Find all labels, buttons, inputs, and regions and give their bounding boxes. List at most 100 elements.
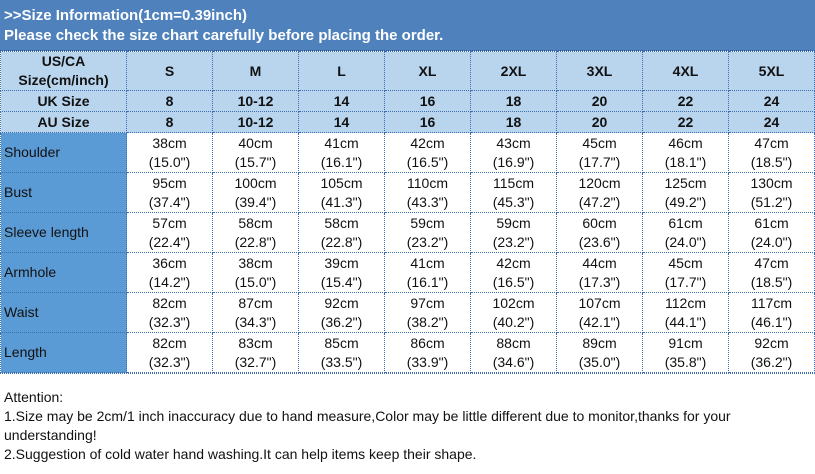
size-label: 5XL xyxy=(758,62,785,79)
us-ca-size-label: US/CA Size(cm/inch) xyxy=(0,51,127,91)
label-text: Armhole xyxy=(4,264,57,280)
inch-value: (49.2") xyxy=(664,193,707,210)
inch-value: (23.6") xyxy=(578,233,621,250)
au-size-cell: 18 xyxy=(470,111,557,133)
attention-notes: Attention: 1.Size may be 2cm/1 inch inac… xyxy=(0,373,815,474)
inch-value: (40.2") xyxy=(492,313,535,330)
size-header-cell: L xyxy=(298,51,385,91)
measurement-label: Sleeve length xyxy=(0,212,127,253)
size-value: 18 xyxy=(505,92,522,109)
size-value: 20 xyxy=(591,92,608,109)
cm-value: 95cm xyxy=(152,174,187,191)
measurement-cell: 58cm (22.8") xyxy=(298,212,385,253)
cm-value: 100cm xyxy=(234,174,277,191)
size-value: 20 xyxy=(591,113,608,130)
au-size-cell: 16 xyxy=(384,111,471,133)
inch-value: (18.5") xyxy=(750,153,793,170)
measurement-cell: 83cm (32.7") xyxy=(212,332,299,373)
inch-value: (15.0") xyxy=(148,153,191,170)
inch-value: (39.4") xyxy=(234,193,277,210)
cm-value: 42cm xyxy=(496,254,531,271)
inch-value: (16.9") xyxy=(492,153,535,170)
label-text: Length xyxy=(4,344,47,360)
size-header-cell: S xyxy=(126,51,213,91)
measurement-label: Length xyxy=(0,332,127,373)
au-size-cell: 14 xyxy=(298,111,385,133)
cm-value: 110cm xyxy=(407,174,448,191)
inch-value: (43.3") xyxy=(406,193,449,210)
measurement-cell: 102cm (40.2") xyxy=(470,292,557,333)
size-header-cell: M xyxy=(212,51,299,91)
cm-value: 115cm xyxy=(493,174,534,191)
size-value: 22 xyxy=(677,113,694,130)
size-value: 14 xyxy=(333,92,350,109)
inch-value: (46.1") xyxy=(750,313,793,330)
inch-value: (17.3") xyxy=(578,273,621,290)
measurement-cell: 125cm (49.2") xyxy=(642,172,729,213)
size-label: M xyxy=(249,62,262,79)
inch-value: (23.2") xyxy=(406,233,449,250)
size-label: S xyxy=(164,62,175,79)
inch-value: (18.5") xyxy=(750,273,793,290)
inch-value: (33.9") xyxy=(406,353,449,370)
size-header-cell: 4XL xyxy=(642,51,729,91)
measurement-cell: 92cm (36.2") xyxy=(298,292,385,333)
label-text: Sleeve length xyxy=(4,224,89,240)
cm-value: 41cm xyxy=(324,134,359,151)
inch-value: (16.1") xyxy=(320,153,363,170)
inch-value: (47.2") xyxy=(578,193,621,210)
cm-value: 42cm xyxy=(410,134,445,151)
cm-value: 86cm xyxy=(410,334,445,351)
inch-value: (18.1") xyxy=(664,153,707,170)
cm-value: 89cm xyxy=(582,334,617,351)
size-value: 16 xyxy=(419,92,436,109)
cm-value: 59cm xyxy=(410,214,445,231)
cm-value: 40cm xyxy=(238,134,273,151)
label-text: Bust xyxy=(4,184,33,200)
size-label: L xyxy=(337,62,346,79)
uk-size-cell: 8 xyxy=(126,90,213,112)
attention-note-2: 2.Suggestion of cold water hand washing.… xyxy=(4,446,477,462)
measurement-cell: 58cm (22.8") xyxy=(212,212,299,253)
measurement-cell: 59cm (23.2") xyxy=(470,212,557,253)
size-header-cell: 2XL xyxy=(470,51,557,91)
measurement-row: Sleeve length 57cm (22.4") 58cm (22.8") 58cm (… xyxy=(0,212,815,253)
attention-note-1: 1.Size may be 2cm/1 inch inaccuracy due … xyxy=(4,408,731,443)
size-header-cell: XL xyxy=(384,51,471,91)
measurement-cell: 57cm (22.4") xyxy=(126,212,213,253)
size-value: 10-12 xyxy=(237,92,274,109)
measurement-row: Armhole 36cm (14.2") 38cm (15.0") 39cm (15.4")… xyxy=(0,252,815,293)
inch-value: (16.5") xyxy=(406,153,449,170)
label-line: Size(cm/inch) xyxy=(18,72,109,88)
inch-value: (33.5") xyxy=(320,353,363,370)
cm-value: 38cm xyxy=(152,134,187,151)
uk-size-cell: 22 xyxy=(642,90,729,112)
measurement-label: Shoulder xyxy=(0,132,127,173)
measurement-cell: 82cm (32.3") xyxy=(126,332,213,373)
cm-value: 85cm xyxy=(324,334,359,351)
inch-value: (15.7") xyxy=(234,153,277,170)
inch-value: (38.2") xyxy=(406,313,449,330)
measurement-row: Bust 95cm (37.4") 100cm (39.4") 105cm (41.3") 1… xyxy=(0,172,815,213)
inch-value: (36.2") xyxy=(750,353,793,370)
cm-value: 107cm xyxy=(578,294,621,311)
cm-value: 102cm xyxy=(492,294,535,311)
size-value: 8 xyxy=(165,92,174,109)
cm-value: 92cm xyxy=(324,294,359,311)
measurement-cell: 89cm (35.0") xyxy=(556,332,643,373)
cm-value: 61cm xyxy=(754,214,789,231)
measurement-row: Waist 82cm (32.3") 87cm (34.3") 92cm (36.2") 97… xyxy=(0,292,815,333)
inch-value: (24.0") xyxy=(750,233,793,250)
uk-size-cell: 20 xyxy=(556,90,643,112)
cm-value: 57cm xyxy=(152,214,187,231)
cm-value: 87cm xyxy=(238,294,273,311)
cm-value: 82cm xyxy=(152,334,187,351)
measurement-cell: 112cm (44.1") xyxy=(642,292,729,333)
row-label: AU Size xyxy=(37,113,90,130)
size-info-banner: >>Size Information(1cm=0.39inch) Please … xyxy=(0,0,815,51)
measurement-cell: 60cm (23.6") xyxy=(556,212,643,253)
cm-value: 83cm xyxy=(238,334,273,351)
size-value: 14 xyxy=(333,113,350,130)
inch-value: (37.4") xyxy=(148,193,191,210)
au-size-cell: 10-12 xyxy=(212,111,299,133)
